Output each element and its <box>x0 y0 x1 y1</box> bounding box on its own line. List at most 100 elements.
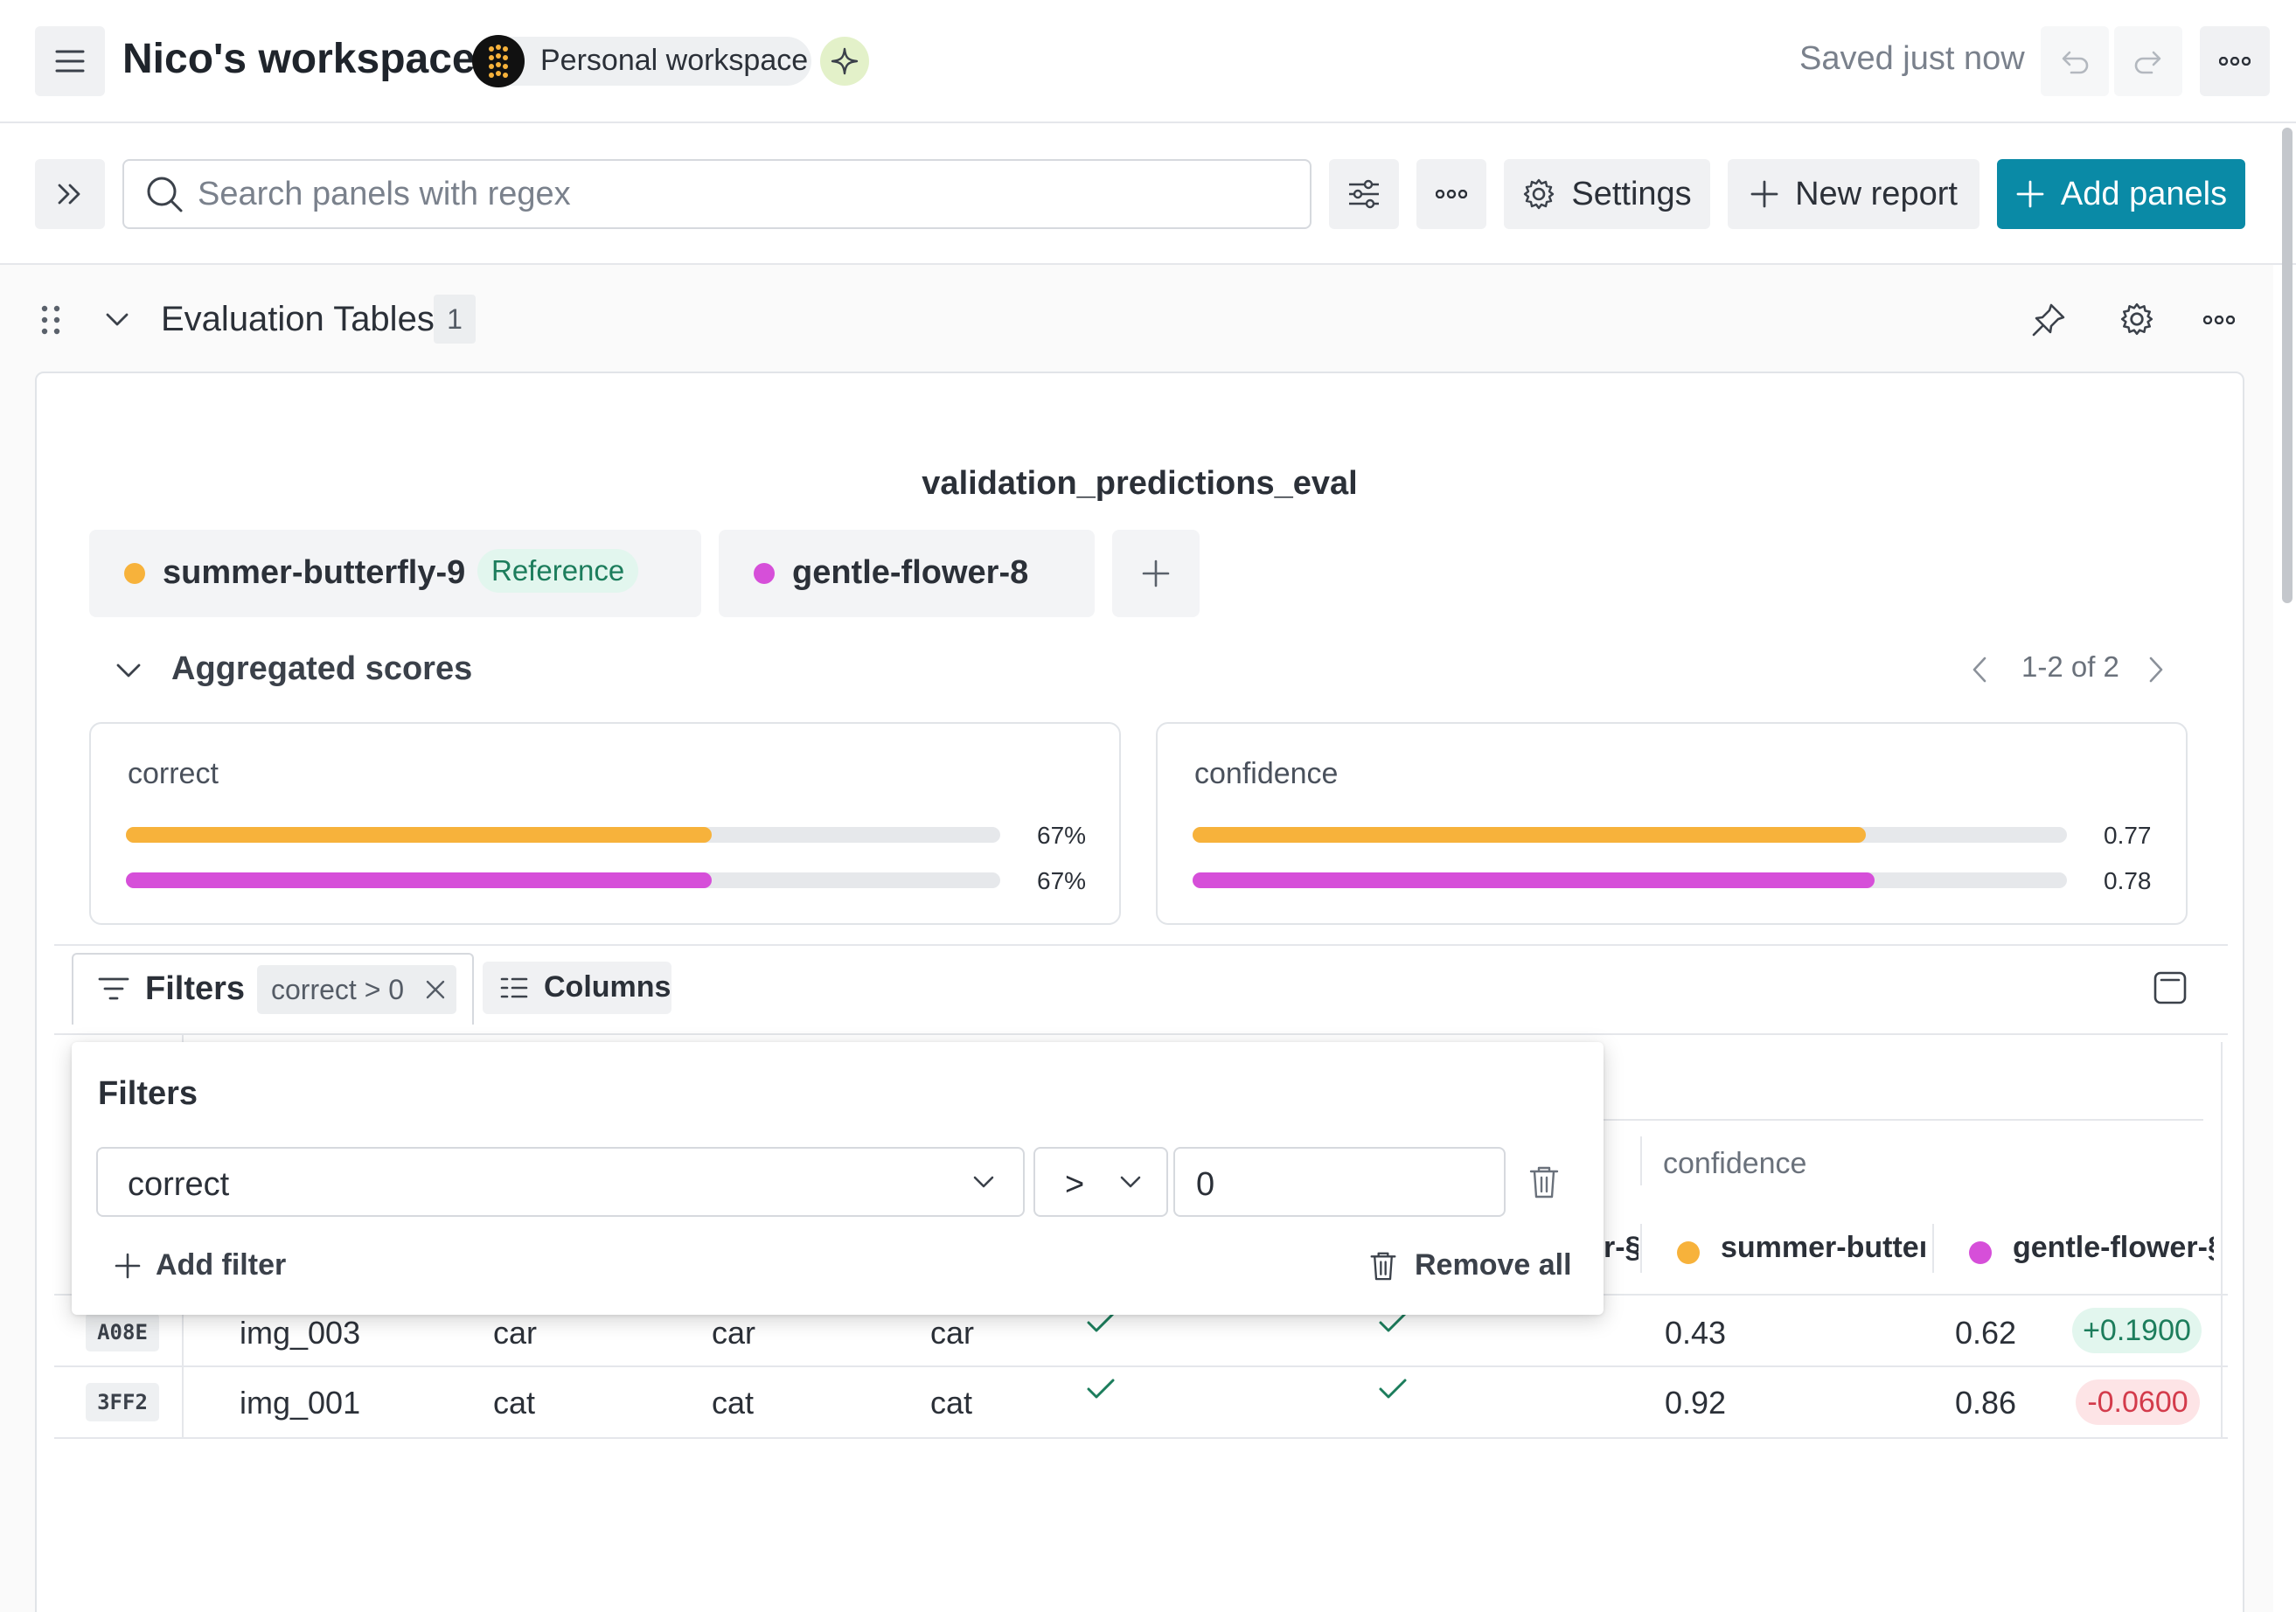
prev-page-icon[interactable] <box>1971 656 1988 684</box>
run-color-dot <box>124 563 145 584</box>
filter-value-input[interactable]: 0 <box>1173 1147 1506 1217</box>
remove-all-label: Remove all <box>1415 1248 1572 1282</box>
filter-value: 0 <box>1196 1166 1215 1203</box>
top-bar: Nico's workspace Personal workspace Save… <box>0 0 2296 123</box>
run-tab-summer-butterfly[interactable]: summer-butterfly-9 Reference <box>89 530 701 617</box>
score-bar-track <box>1193 872 2067 888</box>
sparkle-icon <box>831 47 859 75</box>
workspace-badge[interactable]: Personal workspace <box>472 35 811 87</box>
hamburger-icon <box>55 50 85 73</box>
cell-conf-a: 0.92 <box>1665 1385 1727 1421</box>
menu-button[interactable] <box>35 26 105 96</box>
add-panels-button[interactable]: Add panels <box>1997 159 2245 229</box>
score-value: 67% <box>1037 822 1087 849</box>
score-value: 67% <box>1037 867 1087 894</box>
trash-icon[interactable] <box>1528 1164 1560 1199</box>
cell-pred-b: car <box>930 1315 975 1351</box>
delta-badge-positive: +0.1900 <box>2072 1308 2202 1353</box>
cell-label: cat <box>493 1385 536 1421</box>
close-icon[interactable] <box>425 979 446 1000</box>
filter-operator-select[interactable]: > <box>1033 1147 1168 1217</box>
table-row[interactable]: 3FF2 img_001 cat cat cat 0.92 0.86 -0.06… <box>54 1367 2228 1437</box>
score-bar-gentle <box>1193 872 1875 888</box>
filter-field-select[interactable]: correct <box>96 1147 1025 1217</box>
divider <box>54 944 2228 946</box>
settings-label: Settings <box>1571 175 1692 212</box>
columns-button[interactable]: Columns <box>483 962 671 1014</box>
score-bar-track <box>1193 827 2067 843</box>
check-icon <box>1379 1312 1407 1332</box>
active-filter-chip[interactable]: correct > 0 <box>257 965 456 1014</box>
cell-pred-a: car <box>712 1315 756 1351</box>
section-gear-icon[interactable] <box>2119 302 2154 337</box>
aggregated-scores-label: Aggregated scores <box>171 650 473 687</box>
filter-lines-icon <box>98 977 129 1000</box>
score-label: correct <box>128 757 219 790</box>
search-icon <box>147 177 183 212</box>
more-dots-icon <box>2219 57 2251 66</box>
filters-button[interactable]: Filters correct > 0 <box>72 953 474 1025</box>
table-header-divider <box>1604 1119 2203 1121</box>
more-dots-icon <box>1436 190 1467 198</box>
aggregated-chevron-icon[interactable] <box>115 663 142 680</box>
table-right-border <box>2221 1042 2223 1437</box>
pin-icon[interactable] <box>2030 302 2067 338</box>
search-input[interactable] <box>198 175 1310 213</box>
filters-popover: Filters correct > 0 Add filter Remove al… <box>72 1042 1604 1315</box>
check-icon <box>1087 1312 1115 1332</box>
redo-button[interactable] <box>2114 26 2182 96</box>
next-page-icon[interactable] <box>2147 656 2165 684</box>
remove-all-button[interactable]: Remove all <box>1369 1241 1572 1290</box>
redo-icon <box>2134 51 2161 74</box>
ai-assistant-button[interactable] <box>820 37 869 86</box>
column-header-summer[interactable]: summer-butteı <box>1721 1231 1928 1264</box>
cell-pred-b: cat <box>930 1385 973 1421</box>
chevron-down-icon <box>1120 1176 1141 1188</box>
new-report-label: New report <box>1795 175 1958 212</box>
workspace-badge-label: Personal workspace <box>540 44 809 77</box>
panel-filters-button[interactable] <box>1329 159 1399 229</box>
confidence-group-header: confidence <box>1663 1147 1807 1180</box>
chevron-down-icon <box>973 1176 994 1188</box>
fullscreen-icon[interactable] <box>2153 970 2188 1005</box>
cell-label: car <box>493 1315 538 1351</box>
table-top-border <box>54 1033 2228 1035</box>
filter-field-value: correct <box>128 1166 230 1203</box>
run-color-dot <box>1677 1241 1700 1264</box>
gear-icon <box>1524 178 1555 210</box>
page-scrollbar[interactable] <box>2282 128 2293 603</box>
more-options-button[interactable] <box>2200 26 2270 96</box>
plus-icon <box>115 1253 141 1279</box>
expand-sidebar-button[interactable] <box>35 159 105 229</box>
score-bar-gentle <box>126 872 712 888</box>
filters-label: Filters <box>145 970 246 1007</box>
search-panels[interactable] <box>122 159 1312 229</box>
column-header-gentle[interactable]: gentle-flower-§ <box>2013 1231 2214 1264</box>
section-title: Evaluation Tables <box>161 300 435 338</box>
new-report-button[interactable]: New report <box>1728 159 1979 229</box>
columns-label: Columns <box>544 970 671 1004</box>
active-filter-label: correct > 0 <box>271 974 405 1005</box>
run-color-dot <box>1969 1241 1992 1264</box>
column-divider <box>1640 1224 1642 1273</box>
table-row[interactable]: A08E img_003 car car car 0.43 0.62 +0.19… <box>54 1296 2228 1365</box>
settings-button[interactable]: Settings <box>1504 159 1710 229</box>
row-divider <box>54 1437 2228 1439</box>
run-color-dot <box>754 563 775 584</box>
toolbar-more-button[interactable] <box>1416 159 1486 229</box>
run-tab-gentle-flower[interactable]: gentle-flower-8 <box>719 530 1095 617</box>
score-value: 0.77 <box>2104 822 2152 849</box>
undo-button[interactable] <box>2041 26 2109 96</box>
row-id-badge: 3FF2 <box>86 1383 159 1421</box>
plus-icon <box>1750 180 1778 208</box>
save-status: Saved just now <box>1799 40 2025 77</box>
run-name: summer-butterfly-9 <box>163 554 466 591</box>
drag-handle-icon[interactable] <box>40 305 61 335</box>
columns-icon <box>500 977 528 998</box>
collapse-chevron-icon[interactable] <box>105 312 129 328</box>
column-divider <box>1640 1136 1642 1185</box>
add-run-button[interactable] <box>1112 530 1200 617</box>
section-more-icon[interactable] <box>2203 316 2235 324</box>
column-divider <box>1932 1224 1934 1273</box>
plus-icon <box>2016 180 2044 208</box>
